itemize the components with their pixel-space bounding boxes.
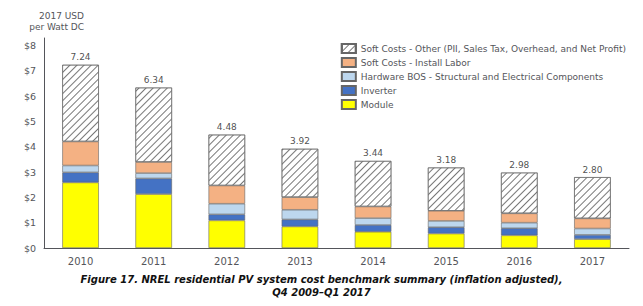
svg-text:2.98: 2.98	[509, 160, 529, 170]
svg-text:Soft Costs - Other (PII, Sales: Soft Costs - Other (PII, Sales Tax, Over…	[361, 44, 626, 54]
svg-text:7.24: 7.24	[71, 52, 91, 62]
svg-text:Inverter: Inverter	[361, 86, 397, 96]
svg-text:3.44: 3.44	[363, 148, 383, 158]
svg-text:2016: 2016	[507, 256, 532, 267]
svg-text:3.18: 3.18	[436, 155, 456, 165]
svg-text:$5: $5	[24, 116, 36, 127]
svg-text:$3: $3	[24, 167, 36, 178]
svg-text:Hardware BOS - Structural and: Hardware BOS - Structural and Electrical…	[361, 72, 604, 82]
svg-text:Figure 17. NREL residential PV: Figure 17. NREL residential PV system co…	[81, 274, 563, 285]
svg-text:$7: $7	[24, 65, 36, 76]
svg-text:$0: $0	[24, 243, 36, 254]
svg-text:Module: Module	[361, 100, 394, 110]
svg-text:2.80: 2.80	[582, 165, 602, 175]
svg-text:2014: 2014	[360, 256, 385, 267]
svg-text:$4: $4	[24, 141, 36, 152]
svg-text:per Watt DC: per Watt DC	[29, 22, 84, 32]
svg-text:4.48: 4.48	[217, 122, 237, 132]
svg-text:2010: 2010	[68, 256, 93, 267]
svg-text:2015: 2015	[433, 256, 458, 267]
svg-text:2011: 2011	[141, 256, 166, 267]
svg-text:Q4 2009–Q1 2017: Q4 2009–Q1 2017	[272, 287, 371, 298]
svg-text:$8: $8	[24, 40, 36, 51]
svg-text:3.92: 3.92	[290, 136, 310, 146]
svg-text:6.34: 6.34	[144, 75, 164, 85]
svg-text:$2: $2	[24, 192, 36, 203]
svg-text:2013: 2013	[287, 256, 312, 267]
svg-text:$6: $6	[24, 91, 36, 102]
svg-text:Soft Costs - Install Labor: Soft Costs - Install Labor	[361, 58, 471, 68]
svg-text:$1: $1	[24, 217, 36, 228]
svg-text:2017 USD: 2017 USD	[39, 11, 84, 21]
svg-text:2017: 2017	[580, 256, 605, 267]
svg-text:2012: 2012	[214, 256, 239, 267]
